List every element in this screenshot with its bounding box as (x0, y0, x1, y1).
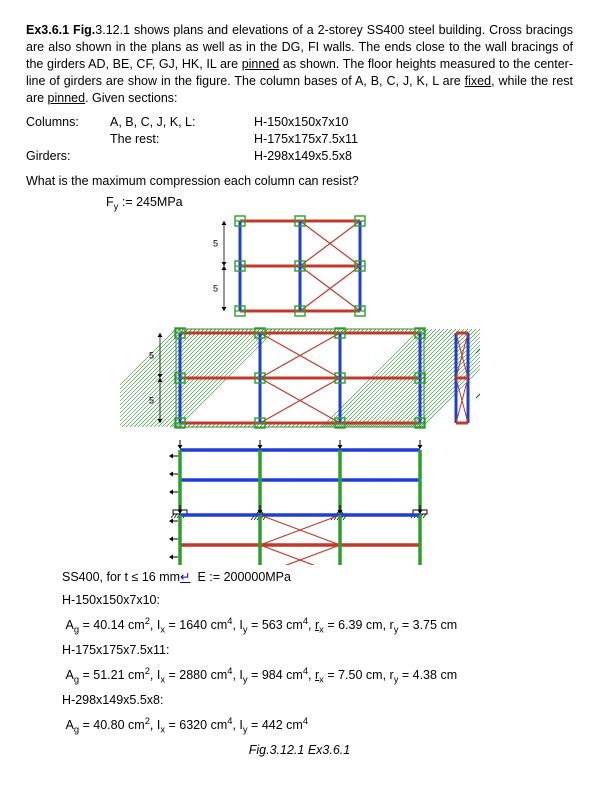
structural-figure: 5 5 5 5 (120, 215, 480, 565)
link-icon: ↵ (180, 570, 190, 584)
svg-text:5: 5 (212, 284, 217, 294)
E-op: := (209, 570, 220, 584)
intro-body-4: . Given sections: (85, 91, 177, 105)
figure-wrapper: 5 5 5 5 (26, 215, 573, 565)
h175-Ix: 2880 (179, 668, 207, 682)
h175-rx: 7.50 (338, 668, 362, 682)
h150-rx: 6.39 (338, 618, 362, 632)
intro-heading: Ex3.6.1 Fig. (26, 23, 95, 37)
columns-group-b-section: H-175x175x7.5x11 (254, 131, 454, 148)
columns-label: Columns: (26, 114, 106, 131)
fy-sub: y (114, 201, 119, 211)
fy-var: F (106, 195, 114, 209)
columns-group-a: A, B, C, J, K, L: (110, 114, 250, 131)
h175-ry: 4.38 (413, 668, 437, 682)
h150-Ag: 40.14 (93, 618, 124, 632)
h150-Iy: 563 (262, 618, 283, 632)
h175-Ag: 51.21 (93, 668, 124, 682)
svg-text:5: 5 (148, 396, 153, 406)
columns-group-a-section: H-150x150x7x10 (254, 114, 454, 131)
h175-props: Ag = 51.21 cm2, Ix = 2880 cm4, Iy = 984 … (62, 665, 573, 686)
fy-equation: Fy := 245MPa (106, 194, 573, 213)
h150-props: Ag = 40.14 cm2, Ix = 1640 cm4, Iy = 563 … (62, 615, 573, 636)
h298-title: H-298x149x5.5x8: (62, 692, 573, 709)
intro-paragraph: Ex3.6.1 Fig.3.12.1 shows plans and eleva… (26, 22, 573, 106)
materials-block: SS400, for t ≤ 16 mm↵ E := 200000MPa H-1… (62, 569, 573, 736)
h175-Iy: 984 (262, 668, 283, 682)
girders-section: H-298x149x5.5x8 (254, 148, 454, 165)
intro-fixed: fixed (465, 74, 491, 88)
girders-label: Girders: (26, 148, 106, 165)
intro-pinned-2: pinned (48, 91, 86, 105)
h298-Ix: 6320 (179, 718, 207, 732)
h298-props: Ag = 40.80 cm2, Ix = 6320 cm4, Iy = 442 … (62, 715, 573, 736)
h175-title: H-175x175x7.5x11: (62, 642, 573, 659)
svg-text:5: 5 (212, 239, 217, 249)
svg-text:5: 5 (148, 351, 153, 361)
ss400-prefix: SS400, for t ≤ 16 mm (62, 570, 180, 584)
figure-caption: Fig.3.12.1 Ex3.6.1 (26, 742, 573, 759)
columns-group-b: The rest: (110, 131, 250, 148)
E-var: E (197, 570, 205, 584)
h150-Ix: 1640 (179, 618, 207, 632)
h298-Ag: 40.80 (93, 718, 124, 732)
fy-val: 245MPa (136, 195, 183, 209)
h150-title: H-150x150x7x10: (62, 592, 573, 609)
page: Ex3.6.1 Fig.3.12.1 shows plans and eleva… (0, 0, 599, 791)
E-val: 200000MPa (224, 570, 291, 584)
fy-op: := (122, 195, 133, 209)
sections-table: Columns: A, B, C, J, K, L: H-150x150x7x1… (26, 114, 573, 165)
intro-pinned-1: pinned (242, 57, 280, 71)
question-text: What is the maximum compression each col… (26, 173, 573, 190)
h298-Iy: 442 (262, 718, 283, 732)
h150-ry: 3.75 (413, 618, 437, 632)
ss400-line: SS400, for t ≤ 16 mm↵ E := 200000MPa (62, 569, 573, 586)
intro-figref: 3.12.1 (95, 23, 130, 37)
